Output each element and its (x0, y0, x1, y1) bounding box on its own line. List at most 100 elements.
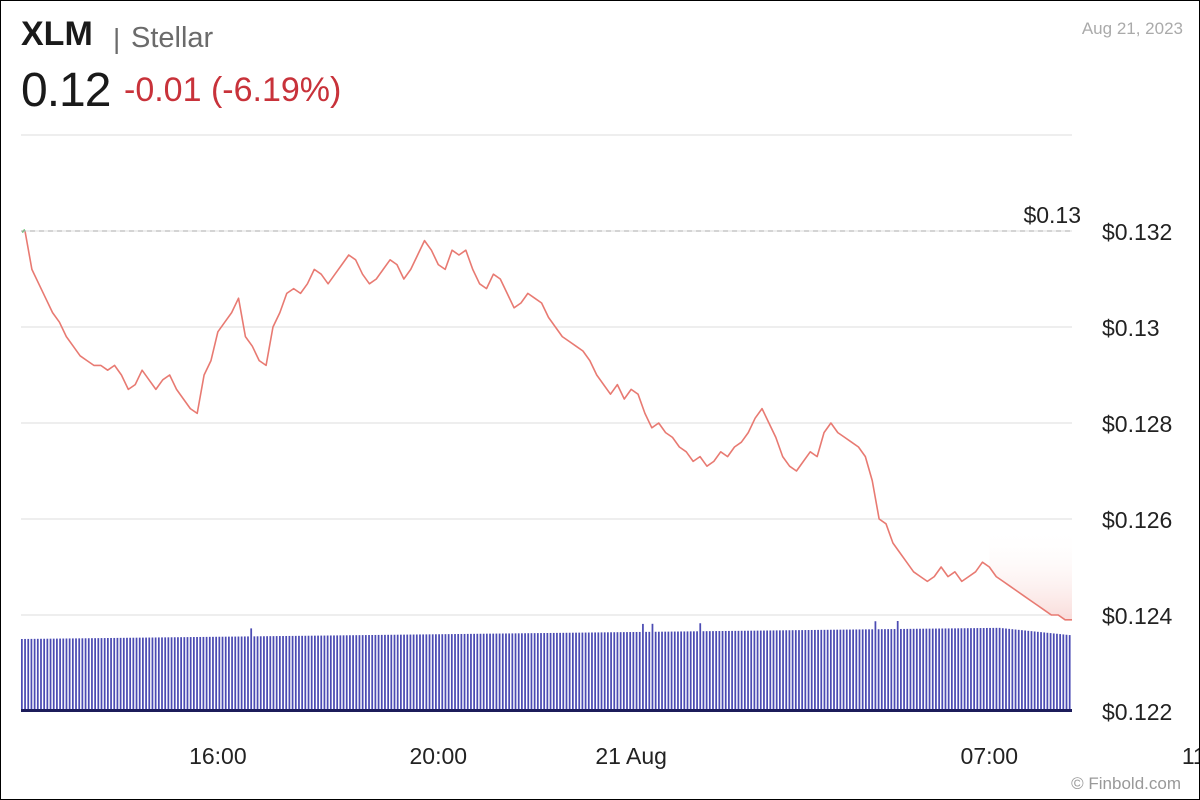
volume-bar (186, 637, 189, 711)
volume-bar (712, 631, 714, 711)
volume-bar (973, 628, 976, 711)
volume-bar (339, 635, 342, 711)
volume-bar (431, 634, 434, 711)
volume-bar (148, 637, 151, 711)
volume-bar (463, 633, 466, 711)
volume-bar (839, 629, 842, 711)
volume-bar (75, 638, 77, 711)
volume-bar (947, 628, 950, 711)
volume-bar (307, 635, 310, 711)
volume-bar (852, 629, 854, 711)
volume-bar (540, 633, 542, 711)
volume-bar (40, 638, 42, 711)
volume-bar (298, 635, 300, 711)
volume-bar (1027, 630, 1030, 711)
y-tick-label: $0.126 (1102, 507, 1172, 533)
volume-bar (919, 628, 921, 711)
volume-bar (199, 636, 202, 711)
volume-bar (715, 631, 718, 711)
volume-bar (823, 629, 826, 711)
volume-bar (785, 630, 788, 711)
volume-bar (167, 637, 170, 711)
volume-bar (976, 628, 979, 711)
volume-bar (170, 637, 173, 711)
volume-bar (1011, 629, 1014, 711)
volume-bar (1040, 632, 1042, 711)
y-tick-label: $0.122 (1102, 699, 1172, 725)
x-tick-label: 07:00 (961, 743, 1019, 769)
volume-bar (651, 623, 654, 711)
volume-bar (562, 632, 565, 711)
volume-bar (1065, 634, 1068, 711)
x-tick-label: 21 Aug (595, 743, 667, 769)
volume-bar (1008, 628, 1011, 711)
volume-bar (422, 634, 425, 711)
volume-bar (406, 634, 409, 711)
volume-bar (444, 634, 447, 711)
volume-bar (591, 632, 593, 711)
volume-bar (71, 638, 74, 711)
volume-bar (138, 637, 141, 711)
volume-bar (689, 631, 692, 711)
volume-bar (263, 636, 265, 711)
volume-bar (989, 627, 991, 711)
volume-bar (632, 632, 635, 711)
volume-bar (384, 634, 386, 711)
volume-bar (941, 628, 944, 711)
volume-bar (68, 638, 71, 711)
volume-bar (24, 638, 26, 711)
volume-bar (59, 638, 61, 711)
volume-bar (724, 630, 727, 711)
volume-bar (1036, 631, 1039, 711)
volume-bar (476, 633, 479, 711)
volume-bar (874, 621, 877, 711)
volume-bar (931, 628, 934, 711)
volume-bars (21, 621, 1072, 712)
volume-bar (938, 628, 940, 711)
ticker-symbol: XLM (21, 15, 93, 53)
volume-bar (661, 631, 663, 711)
volume-bar (915, 628, 918, 711)
volume-bar (498, 633, 501, 711)
volume-bar (508, 633, 511, 711)
volume-bar (766, 630, 768, 711)
volume-bar (756, 630, 759, 711)
volume-bar (581, 632, 584, 711)
volume-bar (320, 635, 323, 711)
asset-name: Stellar (131, 22, 214, 54)
volume-bar (791, 630, 794, 711)
volume-bar (349, 635, 351, 711)
volume-bar (995, 627, 998, 711)
volume-bar (355, 635, 358, 711)
volume-bar (1043, 632, 1046, 711)
price-line (24, 230, 1072, 621)
volume-bar (91, 638, 93, 711)
volume-bar (154, 637, 157, 711)
volume-bar (460, 633, 463, 711)
volume-bar (763, 630, 765, 711)
volume-bar (428, 634, 431, 711)
volume-bar (122, 637, 125, 711)
volume-bar (565, 632, 568, 711)
x-tick-label: 16:00 (189, 743, 247, 769)
volume-bar (833, 629, 835, 711)
volume-bar (253, 636, 256, 711)
volume-bar (116, 637, 119, 711)
volume-bar (27, 638, 30, 711)
volume-bar (842, 629, 845, 711)
volume-bar (664, 631, 667, 711)
volume-bar (103, 638, 106, 711)
volume-bar (441, 634, 444, 711)
volume-bar (657, 631, 660, 711)
volume-bar (616, 632, 619, 711)
volume-bar (903, 628, 905, 711)
volume-bar (409, 634, 412, 711)
volume-bar (119, 637, 122, 711)
volume-bar (849, 629, 851, 711)
volume-bar (769, 630, 772, 711)
volume-bar (642, 623, 644, 711)
volume-bar (482, 633, 485, 711)
volume-bar (161, 637, 163, 711)
volume-bar (670, 631, 673, 711)
volume-bar (536, 633, 539, 711)
